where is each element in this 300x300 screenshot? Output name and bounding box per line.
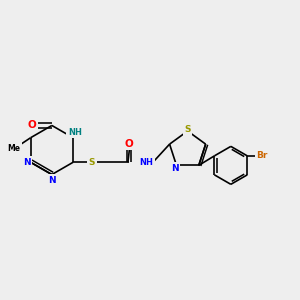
Text: Br: Br [256,152,268,160]
Text: N: N [23,158,31,167]
Text: O: O [125,139,134,148]
Text: S: S [184,125,191,134]
Text: NH: NH [68,128,82,137]
Text: S: S [89,158,95,167]
Text: NH: NH [140,158,153,167]
Text: N: N [171,164,178,173]
Text: Me: Me [8,144,21,153]
Text: O: O [27,121,36,130]
Text: N: N [48,176,56,185]
